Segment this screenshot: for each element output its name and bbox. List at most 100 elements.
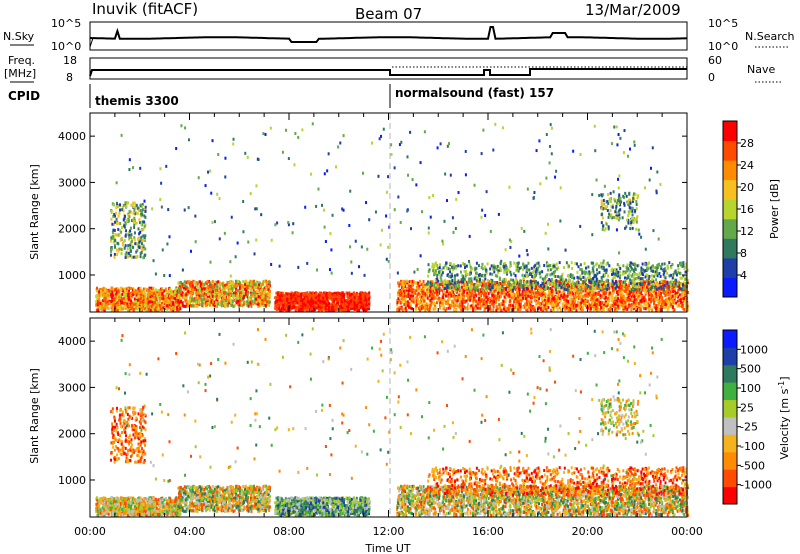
power-cell bbox=[297, 308, 300, 312]
power-cell bbox=[283, 305, 286, 309]
power-cell bbox=[607, 297, 610, 301]
power-cell bbox=[96, 303, 99, 307]
power-cell bbox=[140, 303, 143, 307]
power-cell bbox=[230, 281, 233, 285]
power-cell bbox=[298, 298, 301, 302]
power-cell bbox=[282, 304, 285, 308]
power-cell bbox=[182, 282, 185, 286]
power-cell bbox=[281, 299, 284, 303]
power-cell bbox=[103, 301, 106, 305]
power-cell bbox=[302, 303, 305, 307]
power-cell bbox=[348, 305, 351, 309]
power-cell bbox=[433, 301, 436, 305]
power-cell bbox=[316, 303, 319, 307]
power-cell bbox=[495, 296, 498, 300]
power-cell bbox=[154, 288, 157, 292]
power-cell bbox=[360, 303, 363, 307]
power-cell bbox=[412, 279, 415, 283]
power-cell bbox=[145, 304, 148, 308]
power-cell bbox=[266, 292, 269, 296]
power-cell bbox=[117, 289, 120, 293]
power-cell bbox=[194, 304, 197, 308]
power-cell bbox=[184, 287, 187, 291]
power-cell bbox=[499, 306, 502, 310]
power-cell bbox=[255, 297, 258, 301]
power-cell bbox=[492, 305, 495, 309]
power-cell bbox=[602, 291, 605, 295]
power-cell bbox=[552, 293, 555, 297]
power-cell bbox=[357, 305, 360, 309]
power-cell bbox=[209, 281, 212, 285]
power-cell bbox=[653, 302, 656, 306]
power-cell bbox=[136, 290, 139, 294]
power-cell bbox=[644, 298, 647, 302]
power-cell bbox=[155, 308, 158, 312]
power-cell bbox=[522, 296, 525, 300]
power-cell bbox=[428, 308, 431, 312]
power-cell bbox=[584, 296, 587, 300]
power-cell bbox=[364, 303, 367, 307]
power-cell bbox=[421, 282, 424, 286]
power-cell bbox=[368, 291, 371, 295]
power-cell bbox=[622, 301, 625, 305]
power-cell bbox=[135, 300, 138, 304]
power-cell bbox=[218, 284, 221, 288]
power-cell bbox=[185, 291, 188, 295]
power-cell bbox=[410, 288, 413, 292]
power-cell bbox=[169, 307, 172, 311]
power-cell bbox=[406, 304, 409, 308]
power-cell bbox=[131, 305, 134, 309]
power-cell bbox=[476, 306, 479, 310]
power-cell bbox=[581, 296, 584, 300]
power-cell bbox=[210, 284, 213, 288]
power-cell bbox=[211, 298, 214, 302]
power-cell bbox=[364, 305, 367, 309]
power-cell bbox=[465, 280, 468, 284]
power-cell bbox=[191, 291, 194, 295]
power-cell bbox=[671, 302, 674, 306]
power-cell bbox=[467, 293, 470, 297]
power-cell bbox=[506, 290, 509, 294]
power-cell bbox=[293, 305, 296, 309]
power-cell bbox=[397, 281, 400, 285]
power-cell bbox=[235, 301, 238, 305]
power-cell bbox=[486, 295, 489, 299]
power-cell bbox=[479, 293, 482, 297]
power-cell bbox=[105, 294, 108, 298]
power-cell bbox=[259, 290, 262, 294]
power-cell bbox=[174, 287, 177, 291]
power-cell bbox=[334, 293, 337, 297]
power-cell bbox=[447, 302, 450, 306]
power-cell bbox=[218, 286, 221, 290]
power-cell bbox=[174, 298, 177, 302]
power-cell bbox=[201, 301, 204, 305]
power-cell bbox=[177, 295, 180, 299]
power-cell bbox=[210, 300, 213, 304]
power-cell bbox=[95, 302, 98, 306]
power-cell bbox=[682, 291, 685, 295]
power-cell bbox=[263, 287, 266, 291]
power-cell bbox=[262, 301, 265, 305]
power-cell bbox=[494, 296, 497, 300]
power-cell bbox=[103, 306, 106, 310]
power-cell bbox=[149, 295, 152, 299]
power-cell bbox=[186, 281, 189, 285]
power-cell bbox=[275, 302, 278, 306]
power-cell bbox=[340, 308, 343, 312]
power-cell bbox=[532, 291, 535, 295]
power-cell bbox=[216, 296, 219, 300]
power-cell bbox=[280, 297, 283, 301]
power-cell bbox=[186, 292, 189, 296]
power-cell bbox=[198, 287, 201, 291]
power-cell bbox=[303, 292, 306, 296]
power-cell bbox=[241, 298, 244, 302]
power-cell bbox=[100, 291, 103, 295]
power-cell bbox=[176, 307, 179, 311]
power-cell bbox=[159, 304, 162, 308]
power-cell bbox=[143, 303, 146, 307]
power-cell bbox=[231, 281, 234, 285]
power-cell bbox=[361, 300, 364, 304]
power-cell bbox=[639, 303, 642, 307]
power-cell bbox=[683, 308, 686, 312]
power-cell bbox=[214, 301, 217, 305]
